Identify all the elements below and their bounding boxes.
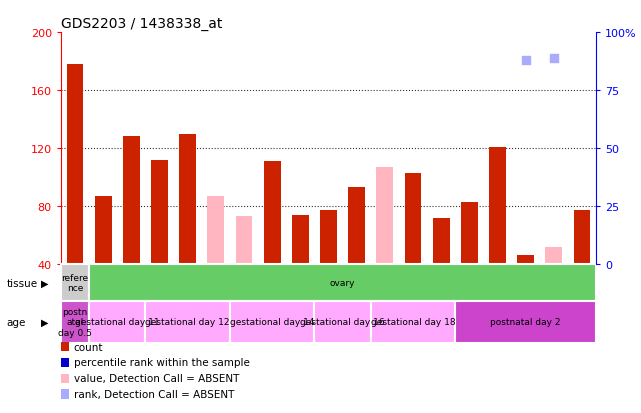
Text: age: age [6, 317, 26, 327]
Text: gestational day 11: gestational day 11 [75, 318, 160, 327]
Text: ▶: ▶ [41, 317, 49, 327]
Point [408, 0, 418, 2]
Point [464, 0, 474, 6]
Text: gestational day 18: gestational day 18 [370, 318, 455, 327]
Point [379, 0, 390, 6]
Text: gestational day 14: gestational day 14 [230, 318, 315, 327]
Text: percentile rank within the sample: percentile rank within the sample [74, 358, 249, 368]
Text: count: count [74, 342, 103, 352]
Text: GDS2203 / 1438338_at: GDS2203 / 1438338_at [61, 17, 222, 31]
Bar [123, 137, 140, 264]
Bar [574, 211, 590, 264]
Bar [61, 301, 89, 343]
Text: value, Detection Call = ABSENT: value, Detection Call = ABSENT [74, 373, 239, 383]
Text: ovary: ovary [330, 278, 355, 287]
Bar [230, 301, 315, 343]
Bar [489, 147, 506, 264]
Bar [235, 216, 253, 264]
Bar [208, 197, 224, 264]
Text: postnatal day 2: postnatal day 2 [490, 318, 561, 327]
Point [324, 0, 334, 6]
Point [520, 57, 531, 64]
Bar [315, 301, 370, 343]
Bar [433, 218, 449, 264]
Point [351, 2, 362, 9]
Point [98, 7, 108, 13]
Bar [370, 301, 455, 343]
Bar [376, 168, 394, 264]
Bar [146, 301, 230, 343]
Bar [67, 65, 83, 264]
Bar [89, 301, 146, 343]
Bar [545, 247, 562, 264]
Bar [320, 211, 337, 264]
Point [267, 0, 278, 2]
Text: refere
nce: refere nce [62, 273, 88, 292]
Point [296, 0, 306, 6]
Bar [292, 215, 309, 264]
Bar [404, 173, 422, 264]
Point [577, 0, 587, 4]
Text: gestational day 16: gestational day 16 [300, 318, 385, 327]
Text: postn
atal
day 0.5: postn atal day 0.5 [58, 307, 92, 337]
Point [549, 55, 559, 62]
Text: gestational day 12: gestational day 12 [146, 318, 230, 327]
Text: rank, Detection Call = ABSENT: rank, Detection Call = ABSENT [74, 389, 234, 399]
Bar [455, 301, 596, 343]
Bar [179, 134, 196, 264]
Bar [461, 202, 478, 264]
Text: tissue: tissue [6, 278, 38, 288]
Point [211, 0, 221, 6]
Point [436, 2, 446, 9]
Bar [263, 162, 281, 264]
Bar [517, 256, 534, 264]
Bar [151, 160, 168, 264]
Bar [348, 188, 365, 264]
Text: ▶: ▶ [41, 278, 49, 288]
Bar [95, 197, 112, 264]
Bar [61, 264, 89, 301]
